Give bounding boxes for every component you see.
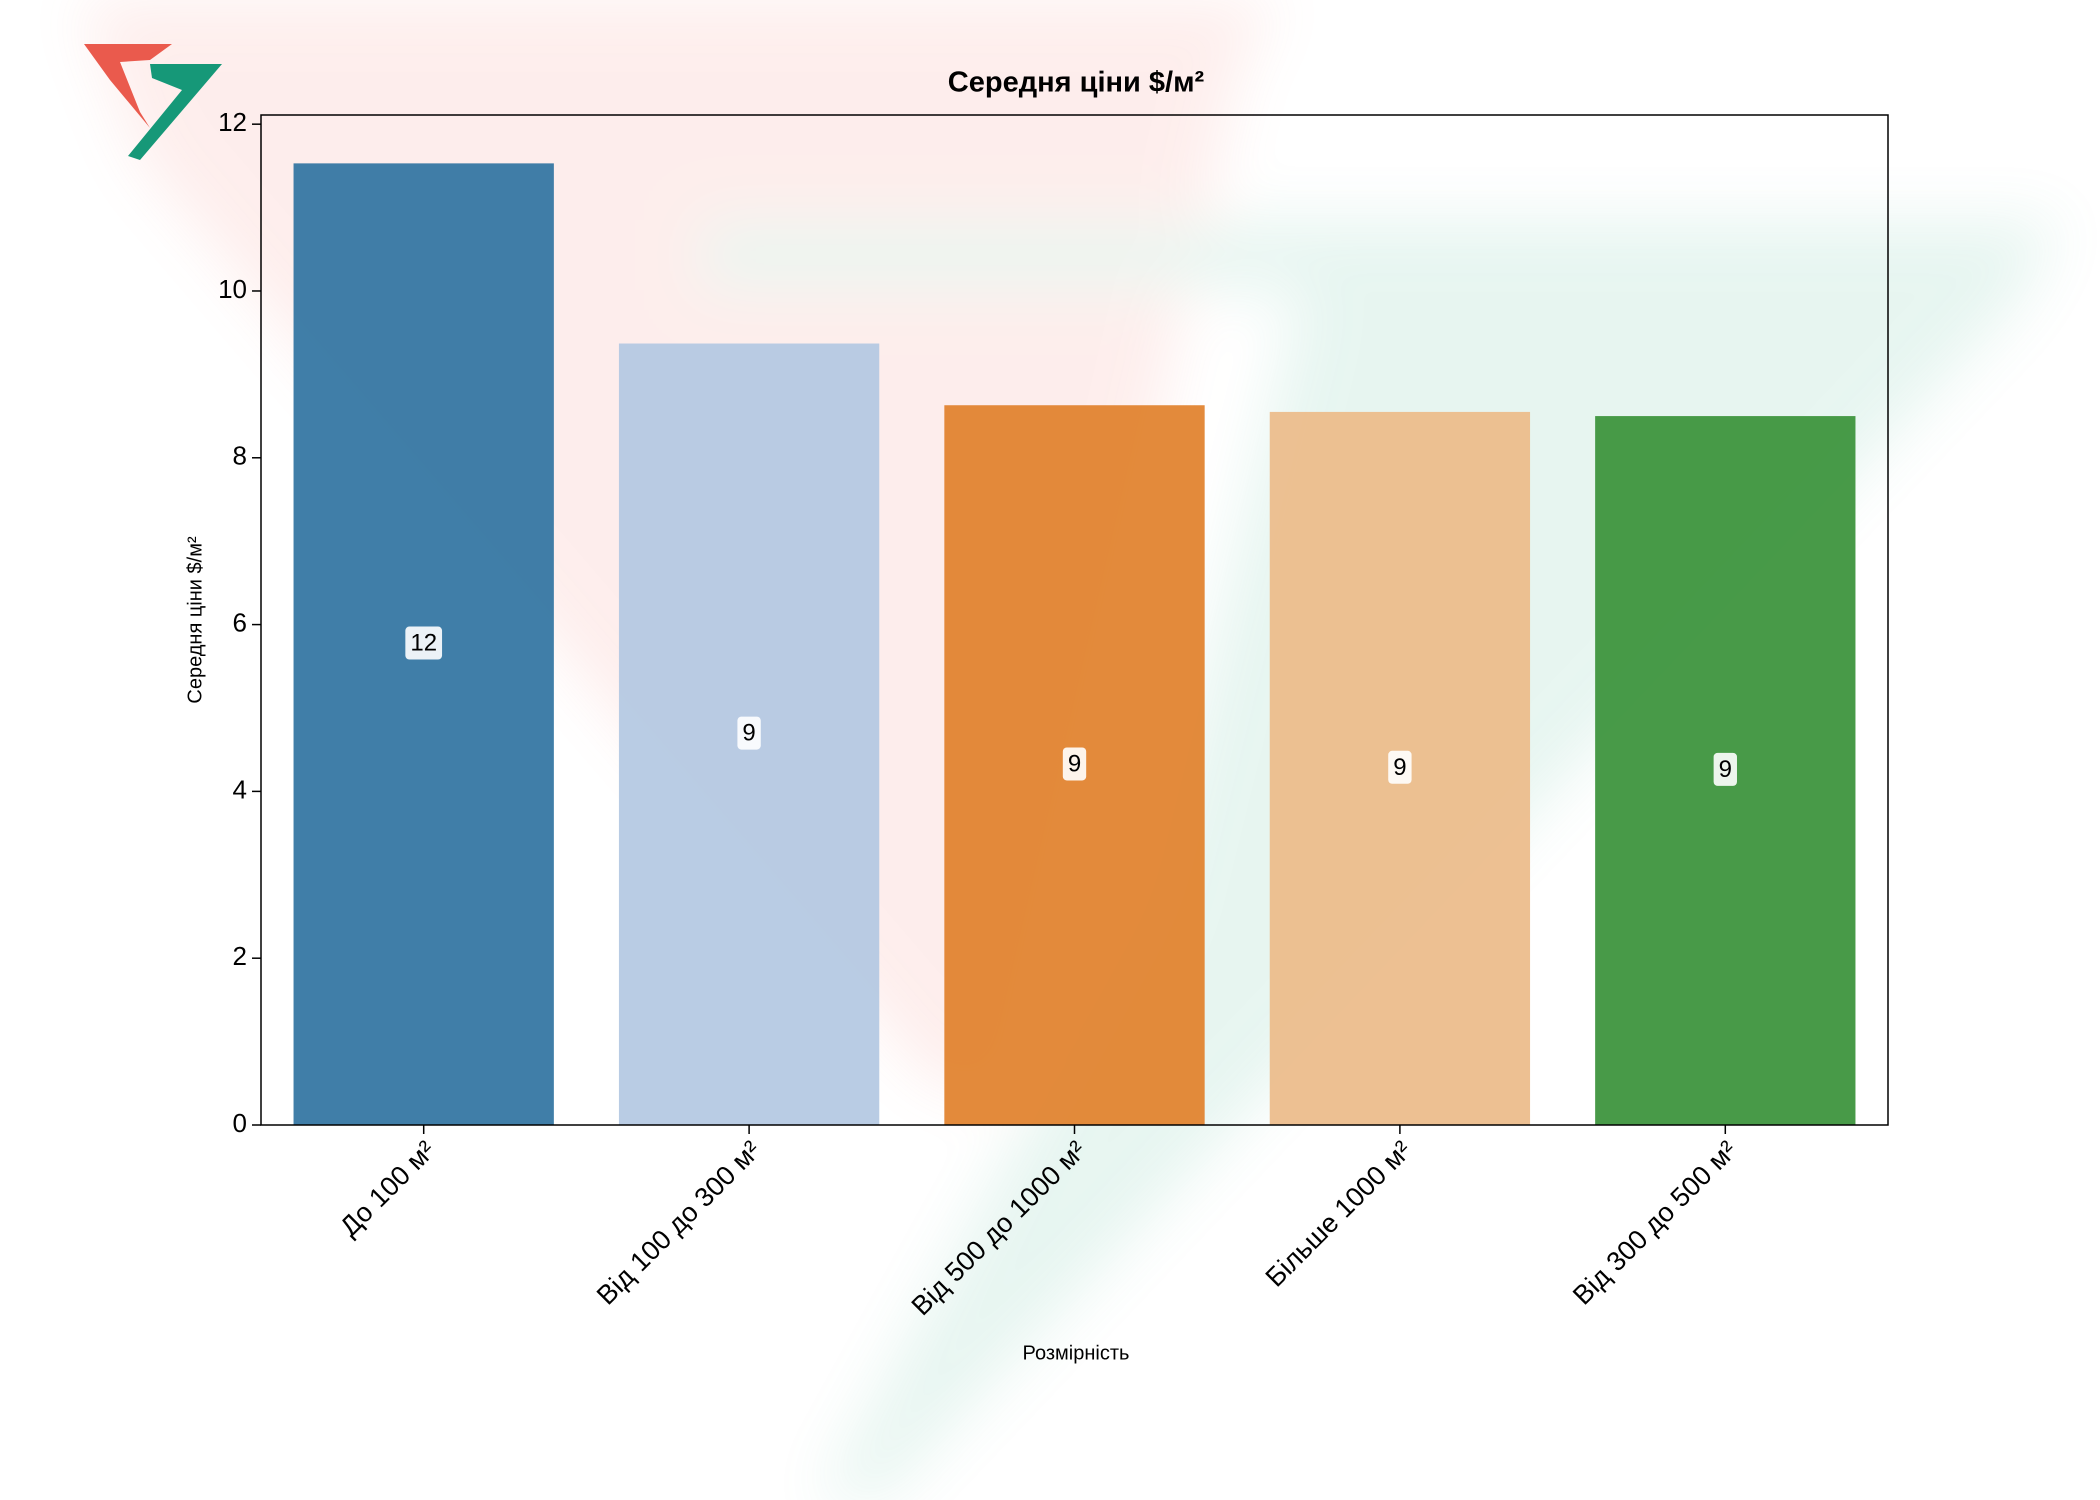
logo [84,44,222,160]
x-tick-label: Від 300 до 500 м² [1567,1135,1743,1311]
value-label-box [1388,750,1412,784]
x-axis-label: Розмірність [1023,1342,1130,1364]
y-tick-label: 10 [218,274,247,304]
value-label-box [1713,752,1737,786]
chart-title: Середня ціни $/м² [948,67,1205,99]
x-tick-label: Більше 1000 м² [1260,1135,1418,1293]
y-tick-label: 4 [233,774,247,804]
y-tick-label: 8 [233,441,247,471]
value-label-box [737,716,761,750]
y-tick-label: 6 [233,607,247,637]
x-tick-label: Від 100 до 300 м² [591,1135,767,1311]
value-label: 12 [410,630,437,657]
y-tick-label: 2 [233,941,247,971]
value-label: 9 [1719,756,1732,783]
value-label-box [1062,747,1087,781]
value-label-box [405,626,443,660]
x-tick-label: До 100 м² [334,1135,441,1242]
value-label: 9 [1393,754,1406,781]
plot-frame [260,114,1889,1126]
y-axis-label: Середня ціни $/м² [184,536,206,704]
value-label: 9 [1068,750,1081,777]
y-tick-label: 0 [233,1108,247,1138]
y-tick-label: 12 [218,107,247,137]
value-label: 9 [742,720,755,747]
